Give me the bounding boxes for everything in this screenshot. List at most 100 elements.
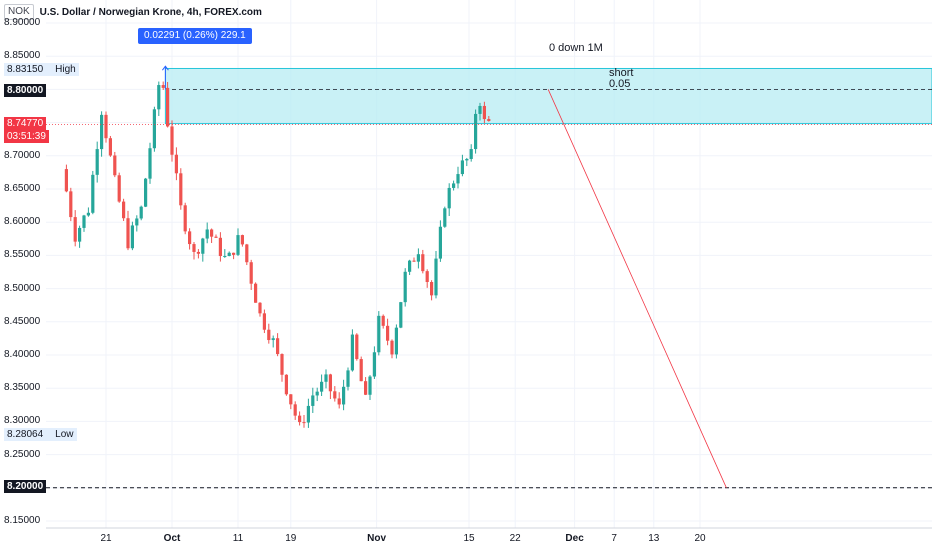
short-zone <box>164 67 932 125</box>
countdown-tag: 03:51:39 <box>4 130 49 143</box>
candle-body <box>280 354 284 375</box>
candle-body <box>460 160 464 175</box>
candle-body <box>100 114 104 150</box>
y-tick-label: 8.25000 <box>4 448 41 460</box>
x-tick-label: 21 <box>100 533 112 544</box>
candle-body <box>293 404 297 416</box>
level-880-tag: 8.80000 <box>4 84 47 97</box>
candle-body <box>69 191 73 218</box>
candle-body <box>170 126 174 155</box>
candle-body <box>412 260 416 262</box>
candle-body <box>161 85 165 88</box>
x-tick-label: 22 <box>509 533 521 544</box>
candle-body <box>218 237 222 257</box>
y-tick-label: 8.50000 <box>4 282 41 294</box>
candle-body <box>284 374 288 395</box>
candle-body <box>311 395 315 406</box>
short-value: 0.05 <box>609 78 631 90</box>
y-tick-label: 8.45000 <box>4 315 41 327</box>
candle-body <box>183 205 187 232</box>
candle-body <box>214 236 218 238</box>
chart-header: NOK U.S. Dollar / Norwegian Krone, 4h, F… <box>4 3 262 21</box>
y-tick-label: 8.70000 <box>4 149 41 161</box>
candle-body <box>240 235 244 245</box>
x-tick-label: Nov <box>367 533 387 544</box>
candle-body <box>276 338 280 355</box>
candle-body <box>245 244 249 263</box>
candle-body <box>86 212 90 216</box>
candle-body <box>342 386 346 405</box>
candle-body <box>434 258 438 296</box>
measure-arrow <box>162 65 169 90</box>
y-tick-label: 8.65000 <box>4 183 41 194</box>
low-label: Low <box>55 429 74 440</box>
grid <box>46 0 932 528</box>
y-tick-label: 8.60000 <box>4 216 41 228</box>
candle-body <box>179 173 183 206</box>
candle-body <box>421 254 425 272</box>
candle-body <box>337 398 341 405</box>
candle-body <box>122 201 126 219</box>
candle-body <box>108 138 112 156</box>
x-tick-label: 13 <box>648 533 660 544</box>
x-tick-label: Dec <box>565 533 584 544</box>
candle-body <box>465 158 469 161</box>
low-value: 8.28064 <box>7 429 44 440</box>
candle-body <box>126 218 130 249</box>
candle-body <box>482 105 486 120</box>
candle-body <box>430 282 434 296</box>
candle-body <box>201 238 205 254</box>
candle-body <box>394 327 398 355</box>
candle-body <box>320 381 324 392</box>
candles <box>64 81 491 428</box>
candle-body <box>139 206 143 219</box>
candle-body <box>298 415 302 423</box>
candle-body <box>452 183 456 188</box>
candle-body <box>381 315 385 326</box>
candle-body <box>306 405 310 423</box>
candle-body <box>267 329 271 341</box>
candle-body <box>144 178 148 207</box>
candle-body <box>403 271 407 303</box>
candle-body <box>443 208 447 227</box>
candle-body <box>416 254 420 262</box>
level-820-tag: 8.20000 <box>4 480 47 493</box>
candle-body <box>262 313 266 330</box>
candle-body <box>148 148 152 179</box>
candle-body <box>350 334 354 371</box>
candle-body <box>438 226 442 259</box>
candle-body <box>135 218 139 226</box>
candle-body <box>408 260 412 272</box>
y-tick-label: 8.35000 <box>4 382 41 394</box>
candle-body <box>315 391 319 396</box>
candle-body <box>271 338 275 341</box>
high-value: 8.83150 <box>7 64 44 75</box>
candle-body <box>487 119 491 121</box>
candle-body <box>447 187 451 209</box>
candle-body <box>386 325 390 341</box>
candle-body <box>474 113 478 150</box>
candle-body <box>346 370 350 387</box>
candle-body <box>166 87 170 127</box>
current-price-tag: 8.74770 <box>4 117 47 130</box>
x-tick-label: 15 <box>463 533 475 544</box>
target-annotation: 0 down 1M <box>549 42 603 54</box>
symbol-badge[interactable]: NOK <box>4 4 34 20</box>
candle-body <box>232 252 236 255</box>
candle-body <box>469 149 473 159</box>
y-tick-label: 8.90000 <box>4 17 41 28</box>
candle-body <box>368 376 372 395</box>
candle-body <box>91 174 95 213</box>
x-tick-label: 7 <box>611 533 617 544</box>
candle-body <box>289 394 293 405</box>
candle-body <box>104 114 108 139</box>
target-trend-line <box>547 89 727 488</box>
candle-body <box>399 302 403 328</box>
candle-body <box>192 244 196 252</box>
candle-body <box>95 149 99 175</box>
candle-body <box>73 217 77 242</box>
candle-body <box>188 231 192 245</box>
candle-body <box>249 262 253 284</box>
measure-label: 0.02291 (0.26%) 229.1 <box>138 28 252 44</box>
